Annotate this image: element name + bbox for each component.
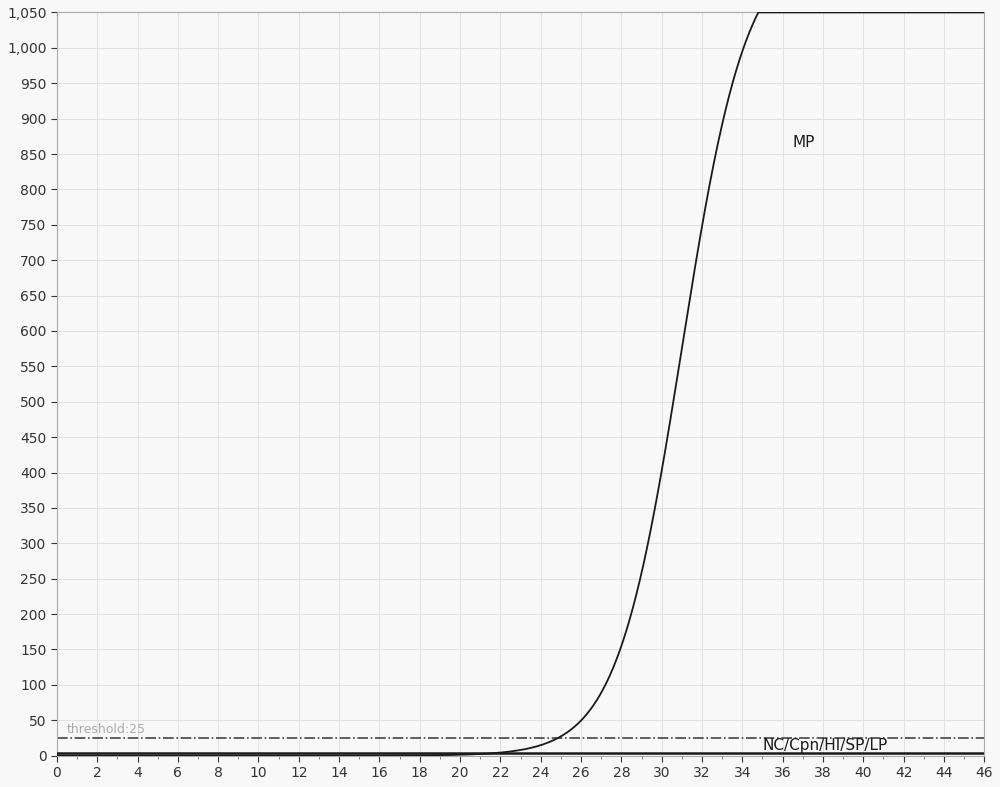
Text: threshold:25: threshold:25: [67, 723, 146, 736]
Text: MP: MP: [793, 135, 815, 150]
Text: NC/Cpn/HI/SP/LP: NC/Cpn/HI/SP/LP: [762, 738, 888, 753]
